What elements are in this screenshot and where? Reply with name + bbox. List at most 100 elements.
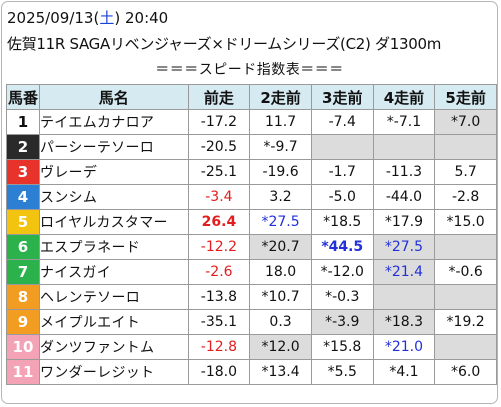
table-row: 8 ヘレンテソーロ -13.8 *10.7 *-0.3 <box>6 284 497 310</box>
horse-name: ヘレンテソーロ <box>38 284 189 310</box>
speed-index-table: 馬番 馬名 前走 2走前 3走前 4走前 5走前 1 テイエムカナロア -17.2 1… <box>6 84 497 385</box>
empty-cell <box>372 134 436 160</box>
speed-index-cell: -44.0 <box>372 184 436 210</box>
speed-index-cell: *17.9 <box>372 209 436 235</box>
race-datetime: 2025/09/13(土) 20:40 <box>7 8 168 28</box>
speed-index-cell: *27.5 <box>372 234 436 260</box>
horse-name: メイプルエイト <box>38 309 189 335</box>
horse-name: エスプラネード <box>38 234 189 260</box>
speed-index-cell: *12.0 <box>249 334 312 360</box>
header-4-races-ago: 4走前 <box>372 84 436 110</box>
speed-index-cell: *44.5 <box>310 234 374 260</box>
speed-index-cell: -3.4 <box>187 184 251 210</box>
speed-index-cell: 5.7 <box>434 159 497 185</box>
speed-index-cell: *-0.6 <box>434 259 497 285</box>
speed-index-cell: *-7.1 <box>372 109 436 135</box>
day-open-paren: ( <box>93 9 100 27</box>
empty-cell <box>434 234 497 260</box>
race-time: 20:40 <box>124 9 169 27</box>
horse-name: パーシーテソーロ <box>38 134 189 160</box>
speed-index-cell: -13.8 <box>187 284 251 310</box>
horse-name: スンシム <box>38 184 189 210</box>
race-date: 2025/09/13 <box>7 9 94 27</box>
speed-index-cell: -2.8 <box>434 184 497 210</box>
speed-index-cell: 18.0 <box>249 259 312 285</box>
empty-cell <box>434 284 497 310</box>
horse-number: 8 <box>6 284 40 310</box>
header-horse-name: 馬名 <box>38 84 189 110</box>
speed-index-cell: *15.8 <box>310 334 374 360</box>
header-2-races-ago: 2走前 <box>249 84 312 110</box>
speed-index-cell: -5.0 <box>310 184 374 210</box>
horse-number: 2 <box>6 134 40 160</box>
speed-index-cell: *15.0 <box>434 209 497 235</box>
speed-index-cell: *6.0 <box>434 359 497 385</box>
header-5-races-ago: 5走前 <box>434 84 497 110</box>
horse-name: ナイスガイ <box>38 259 189 285</box>
horse-number: 9 <box>6 309 40 335</box>
table-row: 10 ダンツファントム -12.8 *12.0 *15.8 *21.0 <box>6 334 497 360</box>
speed-index-cell: 11.7 <box>249 109 312 135</box>
table-row: 5 ロイヤルカスタマー 26.4 *27.5 *18.5 *17.9 *15.0 <box>6 209 497 235</box>
horse-name: ヴレーデ <box>38 159 189 185</box>
horse-number: 3 <box>6 159 40 185</box>
speed-index-cell: -18.0 <box>187 359 251 385</box>
section-title: ＝＝＝スピード指数表＝＝＝ <box>155 62 344 78</box>
table-row: 6 エスプラネード -12.2 *20.7 *44.5 *27.5 <box>6 234 497 260</box>
speed-index-cell: *18.3 <box>372 309 436 335</box>
horse-name: ワンダーレジット <box>38 359 189 385</box>
speed-index-cell: *-9.7 <box>249 134 312 160</box>
horse-number: 1 <box>6 109 40 135</box>
horse-number: 4 <box>6 184 40 210</box>
speed-index-cell: -25.1 <box>187 159 251 185</box>
table-row: 4 スンシム -3.4 3.2 -5.0 -44.0 -2.8 <box>6 184 497 210</box>
horse-number: 5 <box>6 209 40 235</box>
table-row: 1 テイエムカナロア -17.2 11.7 -7.4 *-7.1 *7.0 <box>6 109 497 135</box>
table-row: 9 メイプルエイト -35.1 0.3 *-3.9 *18.3 *19.2 <box>6 309 497 335</box>
horse-name: テイエムカナロア <box>38 109 189 135</box>
table-header-row: 馬番 馬名 前走 2走前 3走前 4走前 5走前 <box>6 84 497 110</box>
speed-index-cell: *21.4 <box>372 259 436 285</box>
horse-number: 10 <box>6 334 40 360</box>
empty-cell <box>372 284 436 310</box>
speed-index-cell: *-12.0 <box>310 259 374 285</box>
empty-cell <box>434 134 497 160</box>
speed-index-cell: *27.5 <box>249 209 312 235</box>
speed-index-cell: 3.2 <box>249 184 312 210</box>
day-close-paren: ) <box>114 9 121 27</box>
empty-cell <box>310 134 374 160</box>
speed-index-cell: -35.1 <box>187 309 251 335</box>
speed-index-cell: *18.5 <box>310 209 374 235</box>
header-3-races-ago: 3走前 <box>310 84 374 110</box>
speed-index-cell: -12.2 <box>187 234 251 260</box>
speed-index-cell: -20.5 <box>187 134 251 160</box>
horse-number: 11 <box>6 359 40 385</box>
header-last-race: 前走 <box>187 84 251 110</box>
speed-index-cell: -2.6 <box>187 259 251 285</box>
table-row: 11 ワンダーレジット -18.0 *13.4 *5.5 *4.1 *6.0 <box>6 359 497 385</box>
table-row: 3 ヴレーデ -25.1 -19.6 -1.7 -11.3 5.7 <box>6 159 497 185</box>
speed-index-cell: *-0.3 <box>310 284 374 310</box>
horse-name: ロイヤルカスタマー <box>38 209 189 235</box>
speed-index-cell: -17.2 <box>187 109 251 135</box>
speed-index-cell: *-3.9 <box>310 309 374 335</box>
race-day-of-week: 土 <box>99 9 115 27</box>
speed-index-cell: 26.4 <box>187 209 251 235</box>
table-row: 7 ナイスガイ -2.6 18.0 *-12.0 *21.4 *-0.6 <box>6 259 497 285</box>
speed-index-cell: *10.7 <box>249 284 312 310</box>
speed-index-cell: -19.6 <box>249 159 312 185</box>
speed-index-cell: *13.4 <box>249 359 312 385</box>
speed-index-cell: -11.3 <box>372 159 436 185</box>
horse-number: 6 <box>6 234 40 260</box>
speed-index-cell: -1.7 <box>310 159 374 185</box>
speed-index-cell: -7.4 <box>310 109 374 135</box>
empty-cell <box>434 334 497 360</box>
speed-index-cell: *7.0 <box>434 109 497 135</box>
speed-index-cell: *20.7 <box>249 234 312 260</box>
speed-index-cell: *19.2 <box>434 309 497 335</box>
header-horse-number: 馬番 <box>6 84 40 110</box>
table-row: 2 パーシーテソーロ -20.5 *-9.7 <box>6 134 497 160</box>
speed-index-cell: -12.8 <box>187 334 251 360</box>
speed-index-cell: *4.1 <box>372 359 436 385</box>
